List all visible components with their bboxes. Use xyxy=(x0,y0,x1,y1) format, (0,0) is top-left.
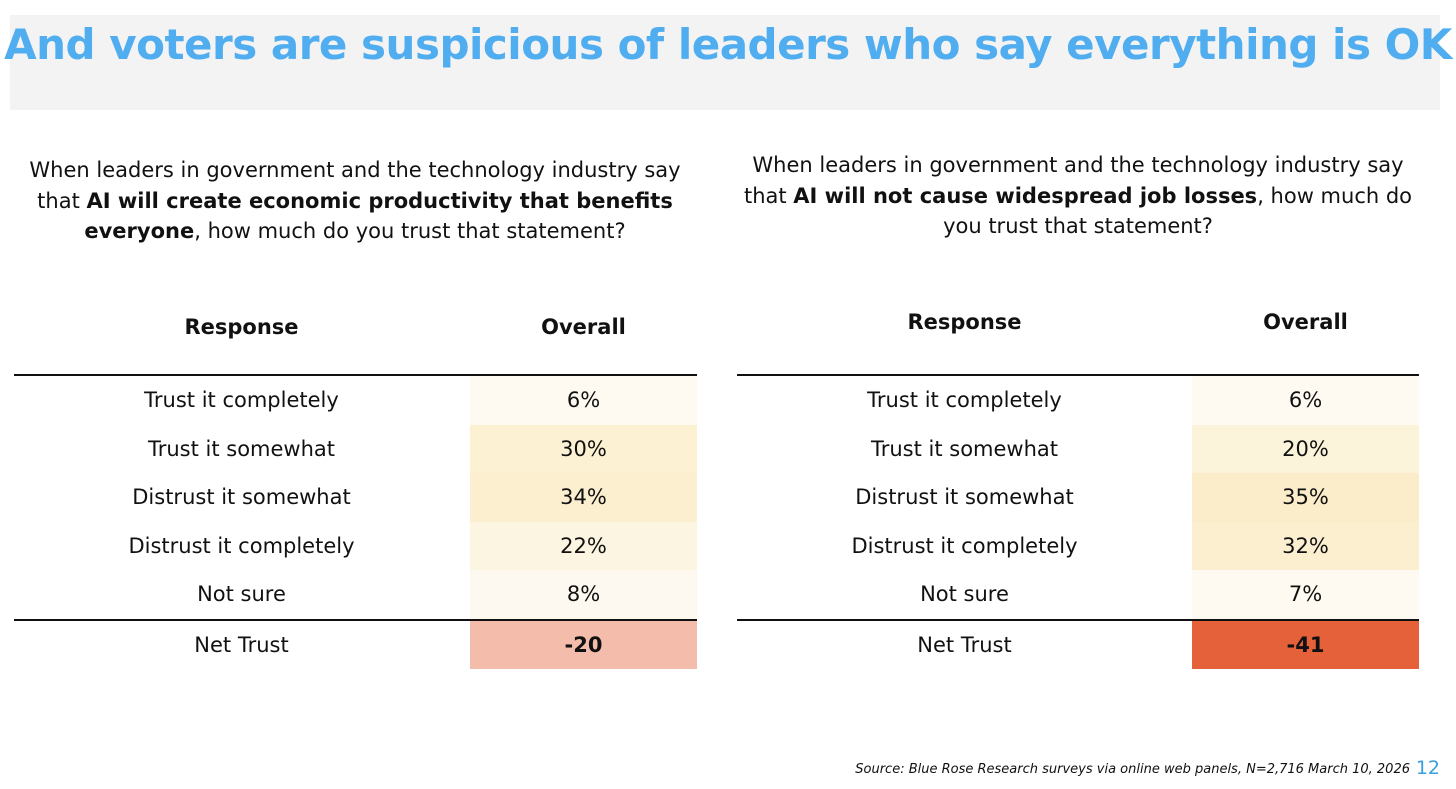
table-row: Trust it completely 6% xyxy=(737,376,1419,425)
net-trust-label: Net Trust xyxy=(194,632,289,657)
overall-value-cell: 22% xyxy=(470,521,697,570)
net-trust-value: -41 xyxy=(1192,620,1419,669)
response-label: Trust it somewhat xyxy=(147,436,336,461)
question-right: When leaders in government and the techn… xyxy=(732,150,1424,242)
column-header-response: Response xyxy=(907,310,1022,334)
response-label: Trust it completely xyxy=(144,388,339,412)
column-header-overall: Overall xyxy=(541,315,626,339)
table-top-rule xyxy=(737,374,1419,376)
response-label: Distrust it completely xyxy=(851,533,1078,558)
overall-value-cell: 30% xyxy=(470,424,697,473)
overall-value-cell: 20% xyxy=(1192,424,1419,473)
slide-title: And voters are suspicious of leaders who… xyxy=(4,20,1452,69)
table-header: Response Overall xyxy=(14,305,697,355)
question-text: , how much do you trust that statement? xyxy=(943,183,1413,239)
question-text: , how much do you trust that statement? xyxy=(194,219,626,243)
table-row: Not sure 7% xyxy=(737,570,1419,619)
table-row: Trust it somewhat 20% xyxy=(737,424,1419,473)
response-label: Not sure xyxy=(920,582,1009,606)
overall-value-cell: 7% xyxy=(1192,570,1419,619)
overall-value-cell: 34% xyxy=(470,473,697,522)
response-label: Trust it somewhat xyxy=(870,436,1059,461)
net-trust-label: Net Trust xyxy=(917,632,1012,657)
overall-value-cell: 6% xyxy=(470,376,697,425)
question-emphasis: AI will not cause widespread job losses xyxy=(793,183,1258,208)
response-label: Not sure xyxy=(197,582,286,606)
table-right: Response Overall Trust it completely 6% Trus… xyxy=(737,300,1419,669)
table-row: Distrust it somewhat 35% xyxy=(737,473,1419,522)
title-banner xyxy=(10,15,1440,110)
question-left: When leaders in government and the techn… xyxy=(10,155,700,247)
table-row: Trust it completely 6% xyxy=(14,376,697,425)
response-label: Distrust it completely xyxy=(128,533,355,558)
question-text: When leaders in government and the techn… xyxy=(743,153,1404,208)
table-row: Distrust it somewhat 34% xyxy=(14,473,697,522)
net-trust-rule xyxy=(737,618,1419,621)
response-label: Trust it completely xyxy=(867,388,1062,412)
overall-value-cell: 32% xyxy=(1192,521,1419,570)
table-top-rule xyxy=(14,374,697,376)
table-header: Response Overall xyxy=(737,300,1419,355)
overall-value-cell: 35% xyxy=(1192,473,1419,522)
overall-value-cell: 8% xyxy=(470,570,697,619)
column-header-response: Response xyxy=(184,315,299,339)
table-left: Response Overall Trust it completely 6% Trus… xyxy=(14,305,697,669)
response-label: Distrust it somewhat xyxy=(855,485,1074,509)
table-row: Trust it somewhat 30% xyxy=(14,424,697,473)
column-header-overall: Overall xyxy=(1263,310,1348,334)
table-row: Distrust it completely 22% xyxy=(14,521,697,570)
table-row: Not sure 8% xyxy=(14,570,697,619)
question-text: When leaders in government and the techn… xyxy=(29,158,681,213)
source-note: Source: Blue Rose Research surveys via o… xyxy=(855,762,1410,777)
net-trust-value: -20 xyxy=(470,620,697,669)
net-trust-row: Net Trust -20 xyxy=(14,620,697,669)
table-row: Distrust it completely 32% xyxy=(737,521,1419,570)
overall-value-cell: 6% xyxy=(1192,376,1419,425)
response-label: Distrust it somewhat xyxy=(132,485,351,509)
question-emphasis: AI will create economic productivity tha… xyxy=(84,188,673,244)
net-trust-row: Net Trust -41 xyxy=(737,620,1419,669)
net-trust-rule xyxy=(14,618,697,621)
page-number: 12 xyxy=(1415,757,1440,779)
